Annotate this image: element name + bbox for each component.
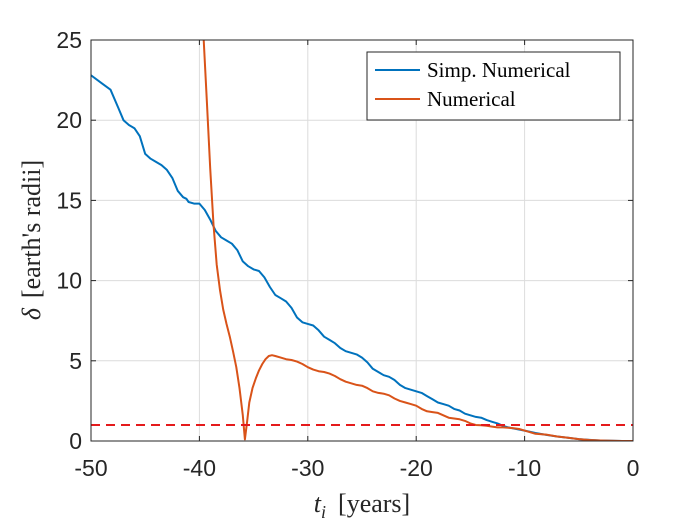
legend-label-numerical: Numerical bbox=[427, 87, 516, 111]
x-axis-unit: [years] bbox=[338, 489, 410, 518]
y-tick-label: 10 bbox=[56, 268, 82, 294]
y-tick-label: 20 bbox=[56, 107, 82, 133]
tick-marks bbox=[90, 39, 634, 442]
series-line-simp-numerical bbox=[91, 74, 633, 441]
x-axis-label: ti [years] bbox=[314, 489, 410, 522]
y-tick-label: 25 bbox=[56, 27, 82, 53]
y-axis-unit: [earth's radii] bbox=[17, 160, 46, 298]
y-axis-var: δ bbox=[17, 307, 46, 320]
y-axis-label: δ [earth's radii] bbox=[17, 160, 46, 320]
x-tick-label: 0 bbox=[627, 455, 640, 481]
x-tick-label: -20 bbox=[400, 455, 433, 481]
y-tick-label: 0 bbox=[69, 428, 82, 454]
x-tick-label: -50 bbox=[74, 455, 107, 481]
axes-box bbox=[90, 39, 634, 442]
x-tick-label: -10 bbox=[508, 455, 541, 481]
x-tick-label: -30 bbox=[291, 455, 324, 481]
legend: Simp. Numerical Numerical bbox=[366, 51, 621, 121]
series-lines bbox=[91, 40, 633, 441]
legend-label-simp-numerical: Simp. Numerical bbox=[427, 58, 571, 82]
x-axis-subscript: i bbox=[321, 502, 326, 522]
x-axis-var: t bbox=[314, 489, 322, 518]
y-tick-label: 5 bbox=[69, 348, 82, 374]
tick-labels: -50 -40 -30 -20 -10 0 0 5 10 15 20 25 bbox=[56, 27, 639, 481]
x-tick-label: -40 bbox=[183, 455, 216, 481]
series-line-numerical bbox=[202, 40, 633, 441]
legend-box bbox=[366, 51, 621, 121]
y-tick-label: 15 bbox=[56, 187, 82, 213]
